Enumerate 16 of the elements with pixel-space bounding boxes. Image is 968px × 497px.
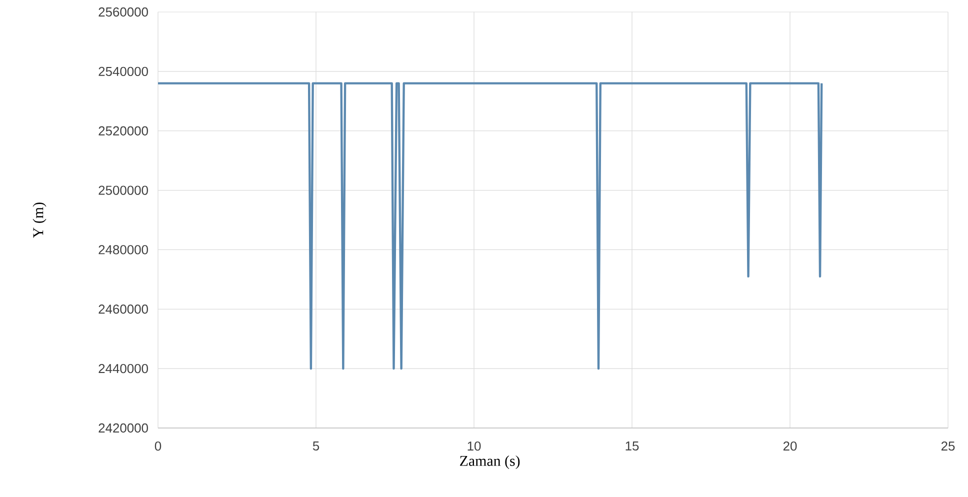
y-tick-label: 2500000 [98, 186, 148, 195]
y-tick-label: 2560000 [98, 7, 148, 17]
x-tick-label: 10 [468, 441, 481, 451]
x-tick-label: 15 [626, 441, 639, 451]
x-axis-title: Zaman (s) [460, 455, 520, 469]
y-tick-label: 2540000 [98, 66, 148, 76]
y-tick-label: 2460000 [98, 304, 148, 314]
x-tick-label: 20 [783, 441, 797, 451]
x-tick-label: 25 [941, 441, 955, 451]
x-tick-label: 5 [312, 441, 320, 451]
y-tick-label: 2420000 [98, 423, 148, 433]
x-tick-label: 0 [154, 441, 162, 451]
y-tick-label: 2480000 [98, 245, 148, 254]
y-tick-label: 2520000 [98, 126, 148, 136]
y-tick-label: 2440000 [98, 364, 148, 374]
y-axis-title: Y (m) [32, 202, 46, 238]
